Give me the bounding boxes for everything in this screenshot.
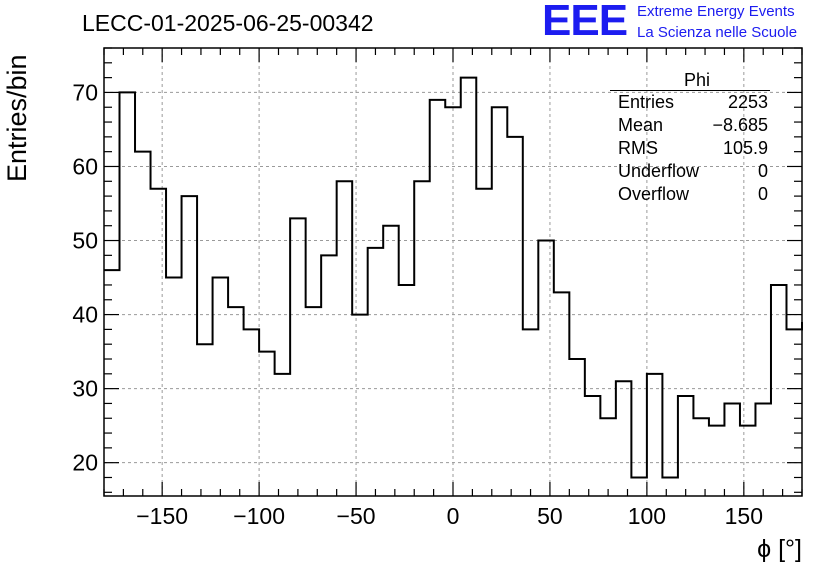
stats-row: Underflow 0 <box>610 160 770 183</box>
histogram-series <box>104 76 803 479</box>
chart-title: LECC-01-2025-06-25-00342 <box>82 10 374 36</box>
plot-frame <box>103 47 803 497</box>
x-tick-label: 100 <box>628 503 666 529</box>
stats-value: 0 <box>757 161 768 181</box>
stats-value: 105.9 <box>722 138 768 158</box>
stats-row: Mean −8.685 <box>610 114 770 137</box>
eee-logo: EEE <box>542 0 628 45</box>
stats-value: −8.685 <box>712 115 768 135</box>
stats-label: Entries <box>618 92 675 112</box>
stats-row: Overflow 0 <box>610 183 770 206</box>
y-tick-label: 20 <box>72 450 98 476</box>
y-tick-labels: 20 30 40 50 60 70 <box>72 79 98 475</box>
y-tick-label: 70 <box>72 79 98 105</box>
stats-label: Underflow <box>618 161 700 181</box>
stats-value: 0 <box>757 184 768 204</box>
logo-subtitle-1: Extreme Energy Events <box>637 3 795 20</box>
x-tick-label: −150 <box>136 503 188 529</box>
x-tick-label: −50 <box>337 503 376 529</box>
y-tick-label: 40 <box>72 302 98 328</box>
stats-row: Entries 2253 <box>610 91 770 114</box>
y-tick-label: 60 <box>72 153 98 179</box>
stats-value: 2253 <box>727 92 768 112</box>
stats-row: RMS 105.9 <box>610 137 770 160</box>
x-axis-label: ϕ [°] <box>757 535 802 563</box>
x-tick-label: 50 <box>537 503 563 529</box>
x-tick-label: 0 <box>447 503 460 529</box>
stats-label: Overflow <box>618 184 690 204</box>
logo-subtitle-2: La Scienza nelle Scuole <box>637 24 798 41</box>
x-tick-label: −100 <box>233 503 285 529</box>
y-axis-label: Entries/bin <box>2 54 32 182</box>
y-tick-label: 30 <box>72 376 98 402</box>
stats-label: Mean <box>618 115 664 135</box>
x-tick-label: 150 <box>725 503 763 529</box>
y-tick-label: 50 <box>72 228 98 254</box>
stats-title: Phi <box>610 70 770 91</box>
grid-lines <box>104 48 802 496</box>
stats-label: RMS <box>618 138 658 158</box>
stats-box: Phi Entries 2253 Mean −8.685 RMS 105.9 U… <box>610 70 770 206</box>
x-tick-labels: −150 −100 −50 0 50 100 150 <box>136 503 763 529</box>
